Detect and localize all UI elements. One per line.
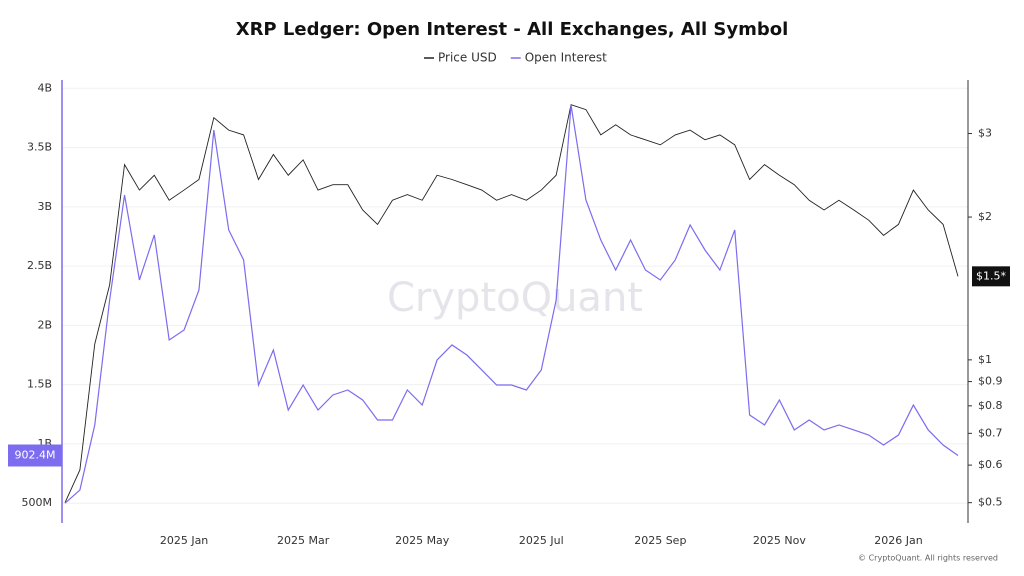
chart-title: XRP Ledger: Open Interest - All Exchange… (236, 19, 789, 40)
x-tick-label: 2025 Jan (160, 534, 208, 547)
y-tick-label: 3.5B (27, 141, 52, 154)
series-line (64, 104, 959, 504)
y2-tick-label: $0.6 (978, 458, 1003, 471)
y-tick-label: 2B (37, 318, 52, 331)
y2-tick-label: $0.9 (978, 375, 1003, 388)
last-value-badge (972, 266, 1010, 287)
x-tick-label: 2025 Nov (753, 534, 806, 547)
y-tick-label: 1.5B (27, 378, 52, 391)
y2-tick-label: $3 (978, 127, 992, 140)
y2-tick-label: $2 (978, 210, 992, 223)
y2-tick-label: $1 (978, 353, 992, 366)
y-tick-label: 500M (22, 496, 53, 509)
copyright: © CryptoQuant. All rights reserved (858, 554, 998, 563)
y-tick-label: 4B (37, 81, 52, 94)
x-tick-label: 2025 May (395, 534, 450, 547)
y2-tick-label: $0.7 (978, 426, 1003, 439)
x-tick-label: 2025 Mar (277, 534, 330, 547)
series-line (64, 104, 959, 503)
legend-label: Price USD (438, 51, 497, 65)
y2-tick-label: $0.8 (978, 399, 1003, 412)
y-tick-label: 2.5B (27, 259, 52, 272)
y-tick-label: 3B (37, 200, 52, 213)
last-value-badge (8, 444, 62, 467)
x-tick-label: 2025 Sep (634, 534, 686, 547)
last-value-label: $1.5* (976, 269, 1006, 282)
x-tick-label: 2026 Jan (874, 534, 922, 547)
last-value-label: 902.4M (15, 449, 56, 462)
x-tick-label: 2025 Jul (519, 534, 564, 547)
watermark: CryptoQuant (387, 275, 643, 321)
y2-tick-label: $0.5 (978, 496, 1003, 509)
legend-label: Open Interest (525, 51, 607, 65)
